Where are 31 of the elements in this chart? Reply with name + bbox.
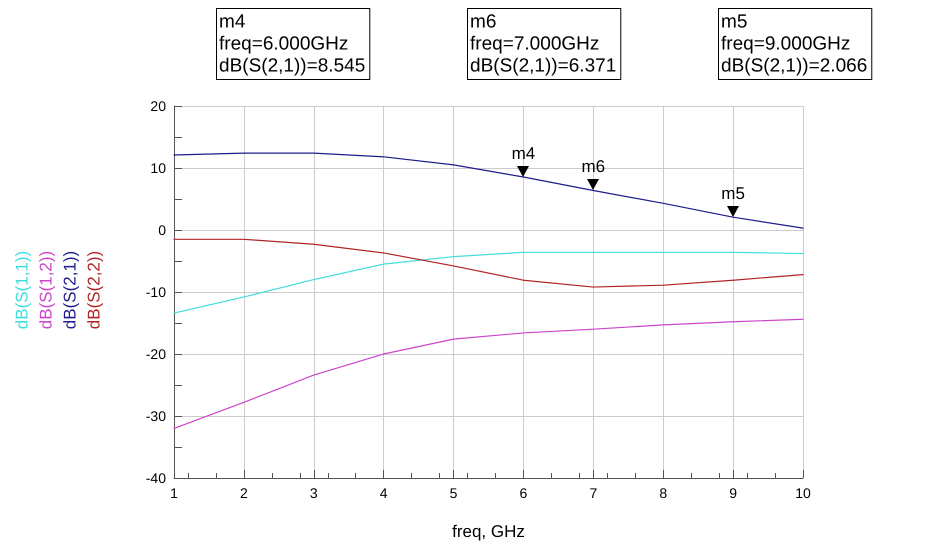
x-tick-label: 10 — [795, 485, 811, 501]
annotation: m5 — [721, 184, 745, 204]
annotation: m6 — [582, 157, 606, 178]
text: m6 freq=7.000GHz dB(S(2,1))=6.371 — [470, 12, 616, 76]
y-tick-label: 0 — [158, 222, 166, 238]
text: dB(S(1,2)) — [36, 250, 56, 330]
y-tick-label: -40 — [146, 470, 166, 486]
line-series — [173, 318, 804, 429]
text: dB(S(2,2)) — [84, 250, 104, 330]
x-tick-label: 3 — [310, 485, 318, 501]
x-tick-label: 7 — [589, 485, 598, 501]
y-tick-label: 10 — [150, 160, 166, 176]
annotation: m4 — [512, 144, 536, 164]
text: m4 freq=6.000GHz dB(S(2,1))=8.545 — [219, 12, 366, 76]
text: dB(S(2,1)) — [60, 250, 80, 330]
text: m5 freq=9.000GHz dB(S(2,1))=2.066 — [721, 12, 868, 76]
x-tick-label: 6 — [520, 485, 528, 501]
x-tick-label: 5 — [450, 485, 458, 501]
x-tick-label: 1 — [170, 485, 178, 501]
y-tick-label: -20 — [146, 346, 166, 362]
line-series — [173, 252, 804, 314]
line-series — [173, 238, 804, 288]
text: dB(S(1,1)) — [12, 250, 32, 330]
x-axis-title: freq, GHz — [452, 522, 525, 541]
x-tick-label: 4 — [380, 485, 388, 501]
x-tick-label: 9 — [729, 485, 738, 501]
x-tick-label: 8 — [659, 485, 668, 501]
y-tick-label: 20 — [150, 98, 166, 114]
y-tick-label: -10 — [146, 284, 166, 300]
x-tick-label: 2 — [240, 485, 248, 501]
y-tick-label: -30 — [146, 408, 166, 424]
